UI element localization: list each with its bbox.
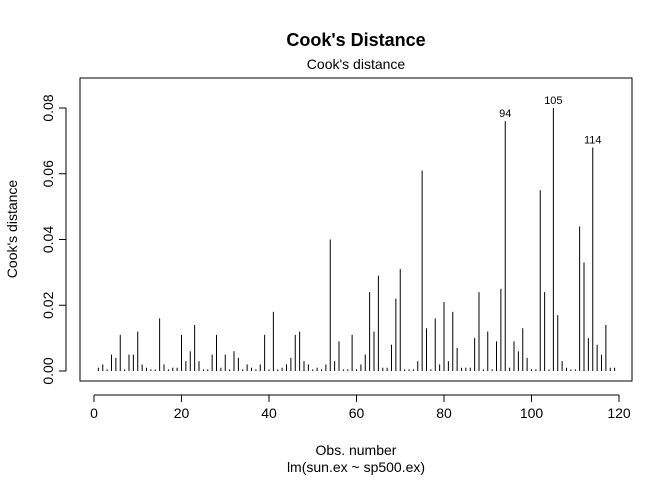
x-tick-label-60: 60 — [349, 405, 365, 421]
y-tick-label-2: 0.04 — [40, 226, 56, 253]
y-tick-label-1: 0.02 — [40, 291, 56, 318]
y-tick-label-0: 0.00 — [40, 357, 56, 384]
y-axis-label: Cook's distance — [4, 180, 20, 279]
x-tick-label-100: 100 — [520, 405, 544, 421]
point-label-94: 94 — [499, 108, 511, 120]
x-tick-label-40: 40 — [261, 405, 277, 421]
chart-title: Cook's Distance — [286, 30, 425, 50]
x-axis-sublabel: lm(sun.ex ~ sp500.ex) — [287, 459, 425, 475]
chart-subtitle: Cook's distance — [307, 56, 406, 72]
y-axis: 0.00 0.02 0.04 0.06 0.08 — [40, 94, 67, 385]
point-label-105: 105 — [544, 95, 562, 107]
point-labels-group: 94 105 114 — [499, 95, 601, 146]
x-tick-label-0: 0 — [90, 405, 98, 421]
x-tick-label-20: 20 — [174, 405, 190, 421]
x-axis: 0 20 40 60 80 100 120 — [90, 394, 631, 421]
x-axis-label: Obs. number — [316, 442, 397, 458]
plot-frame — [79, 77, 633, 382]
bars-group — [97, 108, 616, 371]
y-tick-label-3: 0.06 — [40, 160, 56, 187]
y-tick-label-4: 0.08 — [40, 94, 56, 121]
x-tick-label-80: 80 — [436, 405, 452, 421]
point-label-114: 114 — [584, 134, 602, 146]
x-tick-label-120: 120 — [607, 405, 631, 421]
